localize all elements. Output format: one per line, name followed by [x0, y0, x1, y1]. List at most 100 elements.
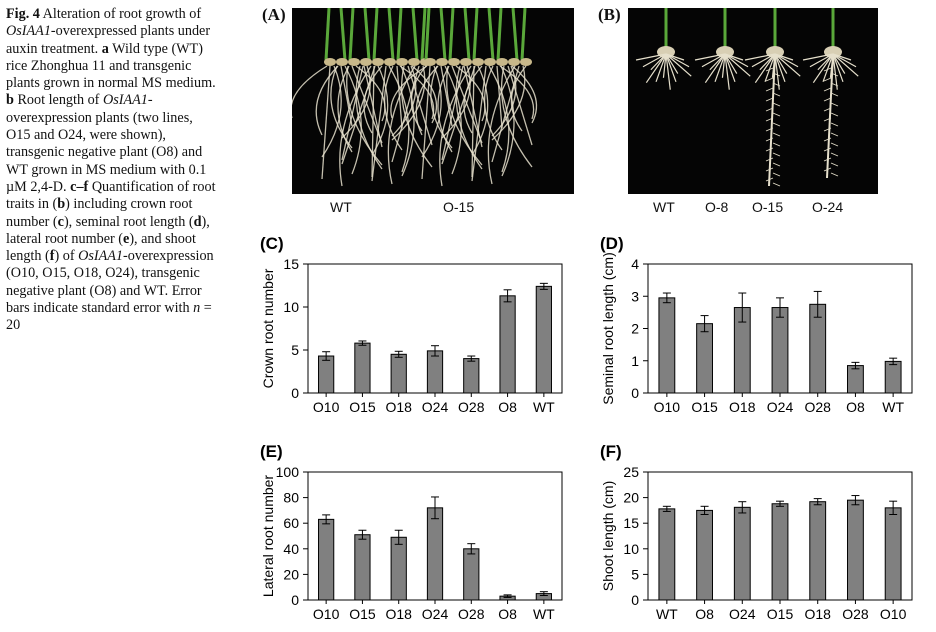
panel-b-label-o15: O-15 — [752, 199, 784, 215]
root-strand — [321, 65, 331, 180]
caption-run: c — [57, 213, 64, 230]
lateral-root — [823, 97, 832, 102]
seed — [408, 58, 420, 66]
x-tick-label: O10 — [313, 606, 340, 622]
bar — [426, 507, 444, 601]
bar — [535, 285, 552, 394]
panel-b-photo — [628, 8, 878, 194]
x-tick-label: O18 — [729, 399, 756, 415]
lateral-root — [823, 167, 832, 172]
seminal-root — [768, 53, 776, 187]
x-tick-label: WT — [533, 399, 555, 415]
x-tick-label: O15 — [349, 606, 376, 622]
root-strand — [491, 65, 517, 137]
lateral-root — [772, 152, 781, 157]
root-strand — [339, 65, 372, 187]
root-strand — [483, 65, 503, 151]
seed — [324, 58, 336, 66]
root-strand — [471, 65, 487, 182]
bar — [809, 501, 827, 601]
root-strand — [401, 65, 433, 168]
x-tick-label: O24 — [422, 399, 449, 415]
shoot-stem — [424, 8, 431, 61]
caption-run: Wild type (WT) rice Zhonghua 11 and tran… — [6, 40, 216, 92]
seed — [484, 58, 496, 66]
root-strand — [817, 53, 834, 71]
shoot-stem — [348, 8, 355, 61]
x-tick-label: O10 — [313, 399, 340, 415]
plant-clump-o15 — [390, 8, 538, 187]
root-strand — [645, 53, 667, 84]
y-tick-label: 0 — [291, 592, 299, 608]
bar — [847, 499, 864, 601]
root-strand — [832, 53, 844, 83]
seminal-root — [826, 53, 834, 179]
lateral-root — [772, 172, 781, 177]
root-strand — [292, 65, 328, 118]
caption-text: Alteration of root growth of OsIAA1-over… — [6, 6, 216, 333]
y-tick-label: 3 — [631, 288, 639, 304]
bar — [658, 297, 676, 394]
lateral-root — [772, 72, 781, 77]
seed — [396, 58, 408, 66]
root-strand — [444, 65, 462, 175]
y-axis-label: Seminal root length (cm) — [600, 252, 616, 405]
root-strand — [355, 65, 386, 122]
panel-a-letter: (A) — [262, 5, 286, 24]
y-tick-label: 15 — [283, 256, 299, 272]
seed — [460, 58, 472, 66]
root-strand — [451, 65, 483, 144]
lateral-root — [830, 72, 839, 77]
root-strand — [744, 53, 776, 61]
root-strand — [704, 53, 726, 84]
panel-b-label-o8: O-8 — [705, 199, 729, 215]
root-strand — [415, 65, 439, 136]
x-tick-label: O10 — [880, 606, 907, 622]
root-strand — [764, 53, 776, 83]
caption-run: a — [101, 40, 109, 57]
shoot-stem — [372, 8, 379, 61]
y-tick-label: 60 — [283, 515, 299, 531]
y-tick-label: 100 — [276, 464, 300, 480]
y-tick-label: 10 — [283, 299, 299, 315]
panel-a-label-wt: WT — [330, 199, 352, 215]
lateral-root — [765, 157, 774, 162]
seed — [508, 58, 520, 66]
lateral-root — [772, 82, 781, 87]
root-strand — [499, 65, 535, 120]
bar — [463, 548, 480, 601]
root-strand — [665, 53, 679, 74]
root-strand — [802, 53, 834, 61]
lateral-root — [830, 102, 839, 107]
figure-caption: Fig. 4 Alteration of root growth of OsIA… — [6, 6, 220, 335]
root-strand — [751, 53, 776, 68]
x-tick-label: O18 — [385, 399, 412, 415]
shoot-stem — [520, 8, 527, 61]
root-strand — [446, 65, 483, 166]
shoot-stem — [448, 8, 455, 61]
x-tick-label: O18 — [385, 606, 412, 622]
root-strand — [421, 65, 431, 180]
root-strand — [650, 53, 667, 71]
shoot-stem — [511, 8, 519, 61]
root-strand — [390, 65, 428, 119]
chart-seminal-root-length: (D) 0 1 2 3 4 Seminal root length (cm) O10 O15 O1… — [600, 234, 913, 415]
y-tick-label: 20 — [283, 566, 299, 582]
y-axis-label: Lateral root number — [260, 475, 276, 598]
lateral-root — [772, 142, 781, 147]
caption-run: ) including crown root number ( — [6, 196, 193, 230]
bar — [771, 503, 789, 601]
x-tick-label: O18 — [804, 606, 831, 622]
lateral-root — [765, 67, 774, 72]
root-strand — [812, 53, 834, 84]
root-strand — [315, 65, 339, 136]
bar — [733, 506, 751, 601]
bar — [318, 355, 335, 394]
shoot-stem — [439, 8, 447, 61]
y-tick-label: 0 — [291, 385, 299, 401]
caption-run: f — [49, 248, 55, 265]
y-tick-label: 80 — [283, 490, 299, 506]
root-strand — [437, 65, 453, 153]
single-plant — [694, 8, 751, 90]
bar — [884, 360, 902, 394]
